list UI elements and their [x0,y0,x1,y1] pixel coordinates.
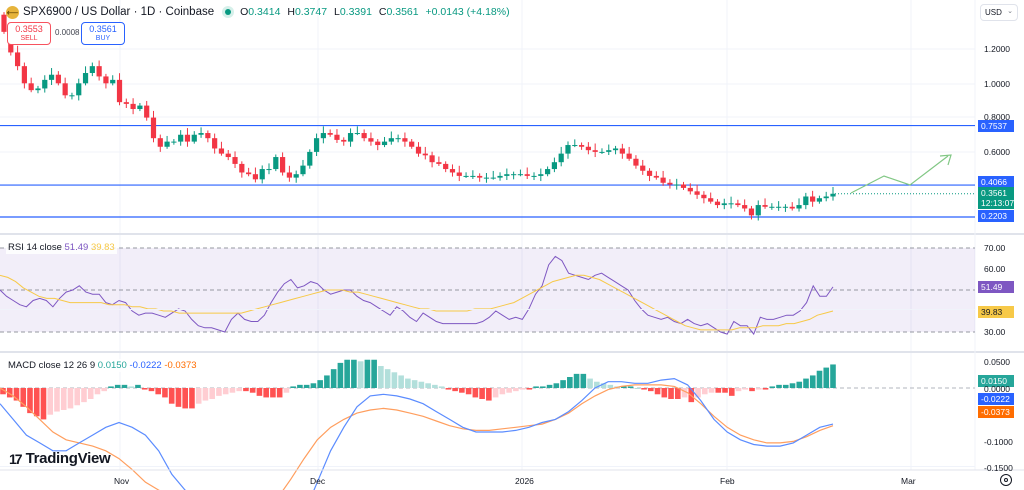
high-label: H [287,6,295,18]
ohlc-values: O0.3414 H0.3747 L0.3391 C0.3561 +0.0143 … [240,6,513,18]
buy-price: 0.3561 [89,24,117,34]
macd-tick: 0.0500 [984,357,1010,367]
rsi-ma-tag: 39.83 [978,306,1014,318]
macd-histogram-value: 0.0150 [97,360,127,371]
currency-value: USD [985,8,1002,17]
macd-line-value: -0.0222 [129,360,162,371]
level-tag-0753[interactable]: 0.7537 [978,120,1014,132]
price-tick: 0.8000 [984,112,1010,122]
currency-selector[interactable]: USD ⌄ [980,4,1018,21]
coin-icon: ⟵ [6,5,19,19]
macd-tick: 0.0000 [984,384,1010,394]
sell-label: SELL [20,35,38,42]
low-value: 0.3391 [339,6,372,18]
change-value: +0.0143 (+4.18%) [425,6,510,18]
level-tag-0406[interactable]: 0.4066 [978,176,1014,188]
tradingview-mark-icon: 17 [9,450,23,467]
time-tick: Mar [901,476,916,486]
tradingview-logo[interactable]: 17 TradingView [9,450,111,467]
macd-tick: -0.1500 [984,463,1013,473]
last-price: 0.3561 [981,188,1007,198]
time-tick: Dec [310,476,326,486]
high-value: 0.3747 [294,6,328,18]
symbol-title[interactable]: SPX6900 / US Dollar · 1D · Coinbase [23,6,215,18]
market-open-indicator-icon [222,6,235,18]
rsi-tick: 60.00 [984,264,1006,274]
time-tick: Feb [720,476,735,486]
last-price-tag: 0.3561 12:13:07 [978,187,1014,209]
sell-button[interactable]: 0.3553 SELL [7,22,51,45]
symbol-header: ⟵ SPX6900 / US Dollar · 1D · Coinbase O0… [6,4,514,20]
macd-legend[interactable]: MACD close 12 26 9 0.0150 -0.0222 -0.037… [6,359,199,372]
rsi-tick: 30.00 [984,327,1006,337]
spread-value: 0.0008 [55,28,80,37]
sell-price: 0.3553 [15,24,43,34]
chevron-down-icon: ⌄ [1007,8,1013,15]
time-tick: Nov [114,476,130,486]
settings-icon[interactable] [1000,474,1012,486]
rsi-label: RSI 14 close [8,242,62,253]
rsi-tick: 70.00 [984,243,1006,253]
macd-tick: -0.1000 [984,437,1013,447]
macd-signal-tag: -0.0373 [978,406,1014,418]
rsi-ma-value: 39.83 [90,242,115,253]
open-value: 0.3414 [248,6,281,18]
open-label: O [240,6,249,18]
bar-countdown: 12:13:07 [981,198,1015,208]
macd-line-tag: -0.0222 [978,393,1014,405]
buy-button[interactable]: 0.3561 BUY [81,22,125,45]
time-tick: 2026 [515,476,534,486]
macd-signal-value: -0.0373 [164,360,197,371]
tradingview-logo-text: TradingView [25,450,111,467]
close-value: 0.3561 [386,6,419,18]
rsi-value-tag: 51.49 [978,281,1014,293]
macd-label: MACD close 12 26 9 [8,360,96,371]
low-label: L [333,6,340,18]
rsi-value: 51.49 [64,242,89,253]
price-tick: 1.0000 [984,79,1010,89]
price-tick: 1.2000 [984,44,1010,54]
macd-hist-tag: 0.0150 [978,375,1014,387]
rsi-legend[interactable]: RSI 14 close 51.49 39.83 [6,241,117,254]
close-label: C [378,6,387,18]
level-tag-0220[interactable]: 0.2203 [978,210,1014,222]
buy-label: BUY [95,35,111,42]
price-tick: 0.6000 [984,147,1010,157]
